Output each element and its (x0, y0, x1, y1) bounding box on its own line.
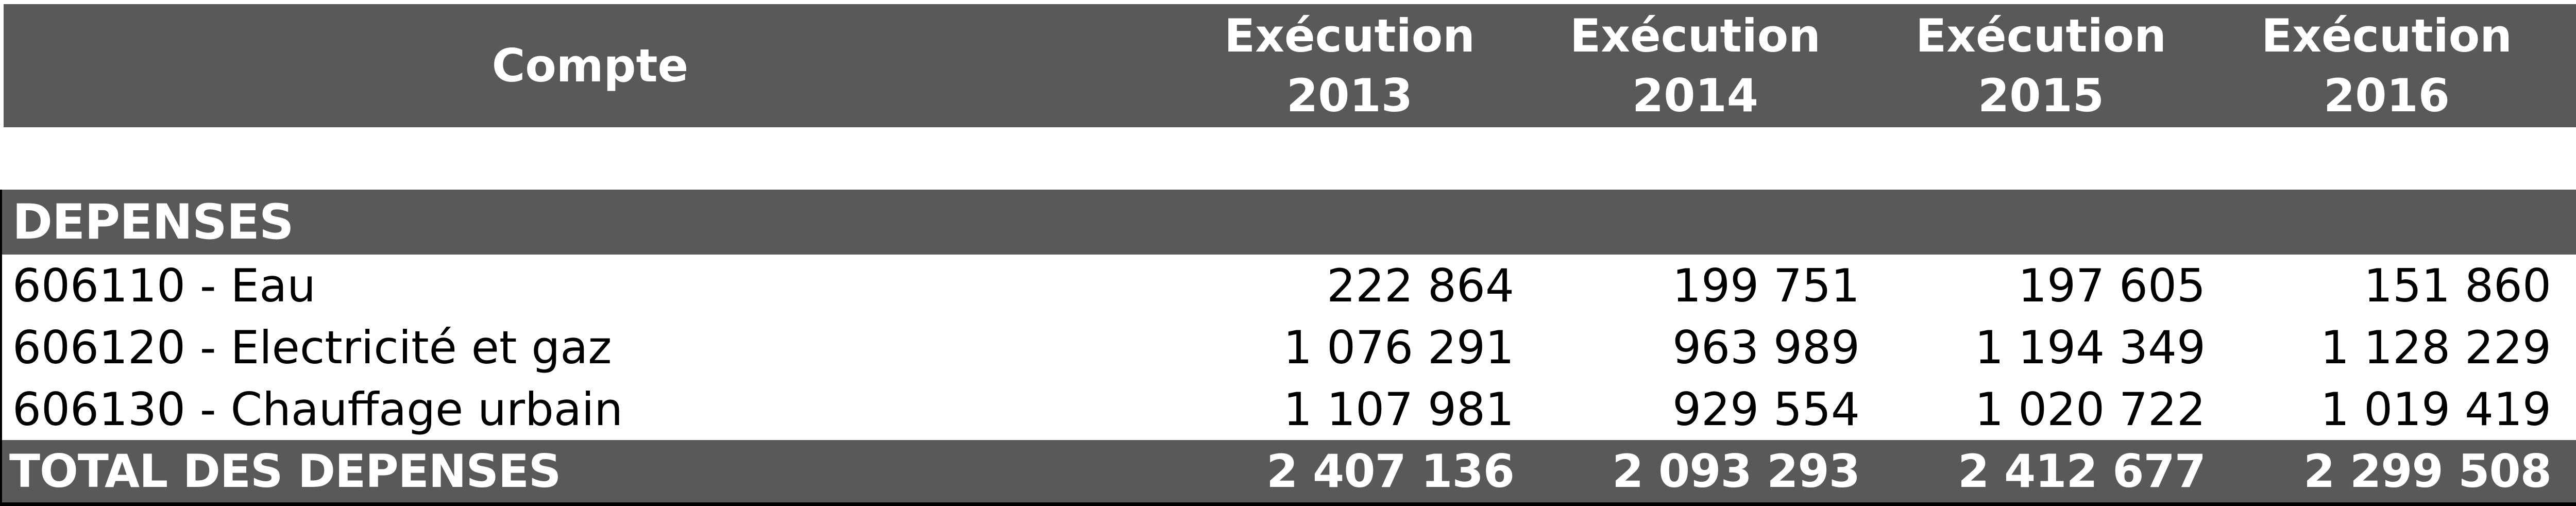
table-row-electricite-gaz: 606120 - Electricité et gaz 1 076 291 96… (2, 316, 2576, 378)
header-cell-execution-2017: Exécution 2017 (2560, 4, 2576, 127)
section-title: DEPENSES (12, 194, 294, 250)
header-cell-execution-2015: Exécution 2015 (1868, 4, 2214, 127)
header-cell-compte: Compte (492, 39, 689, 92)
value-cell-2014: 929 554 (1672, 382, 1860, 436)
total-cell-2015: 2 412 677 (1958, 445, 2206, 498)
header-cell-execution-2014: Exécution 2014 (1522, 4, 1868, 127)
value-cell-2015: 1 194 349 (1975, 321, 2206, 374)
table-body: DEPENSES 606110 - Eau 222 864 199 751 19… (0, 190, 2576, 506)
value-cell-2013: 222 864 (1327, 259, 1514, 312)
value-cell-2015: 197 605 (2018, 259, 2206, 312)
header-execution-label: Exécution (2261, 9, 2512, 62)
value-cell-2014: 963 989 (1672, 321, 1860, 374)
table-row-eau: 606110 - Eau 222 864 199 751 197 605 151… (2, 255, 2576, 316)
total-cell-2016: 2 299 508 (2303, 445, 2552, 498)
table-row-chauffage-urbain: 606130 - Chauffage urbain 1 107 981 929 … (2, 378, 2576, 440)
total-cell-2014: 2 093 293 (1612, 445, 1860, 498)
section-header-depenses: DEPENSES (2, 190, 2576, 255)
table-total-row: TOTAL DES DEPENSES 2 407 136 2 093 293 2… (2, 440, 2576, 502)
value-cell-2017: 1 105 334 (2560, 321, 2576, 374)
value-cell-2017: 937 835 (2560, 383, 2576, 436)
header-year-label: 2015 (1978, 69, 2104, 122)
header-execution-label: Exécution (1224, 9, 1475, 62)
value-cell-2013: 1 076 291 (1283, 321, 1514, 374)
total-cell-2013: 2 407 136 (1266, 445, 1515, 498)
header-year-label: 2013 (1286, 69, 1413, 122)
total-label: TOTAL DES DEPENSES (9, 445, 561, 498)
value-cell-2016: 151 860 (2364, 259, 2551, 312)
total-cell-2017: 2 256 346 (2560, 445, 2576, 498)
row-label: 606110 - Eau (12, 259, 316, 312)
row-label: 606130 - Chauffage urbain (12, 382, 623, 436)
value-cell-2017: 213 177 (2560, 259, 2576, 312)
header-execution-label: Exécution (1916, 9, 2166, 62)
table-header-row: Compte Exécution 2013 Exécution 2014 Exé… (4, 4, 2576, 127)
value-cell-2013: 1 107 981 (1283, 382, 1514, 436)
row-label: 606120 - Electricité et gaz (12, 321, 612, 374)
value-cell-2015: 1 020 722 (1975, 382, 2206, 436)
header-year-label: 2016 (2324, 69, 2450, 122)
value-cell-2016: 1 019 419 (2320, 382, 2551, 436)
header-execution-label: Exécution (1570, 9, 1821, 62)
header-cell-execution-2013: Exécution 2013 (1177, 4, 1522, 127)
header-cell-execution-2016: Exécution 2016 (2214, 4, 2560, 127)
value-cell-2016: 1 128 229 (2320, 321, 2551, 374)
value-cell-2014: 199 751 (1672, 259, 1860, 312)
header-year-label: 2014 (1632, 69, 1758, 122)
